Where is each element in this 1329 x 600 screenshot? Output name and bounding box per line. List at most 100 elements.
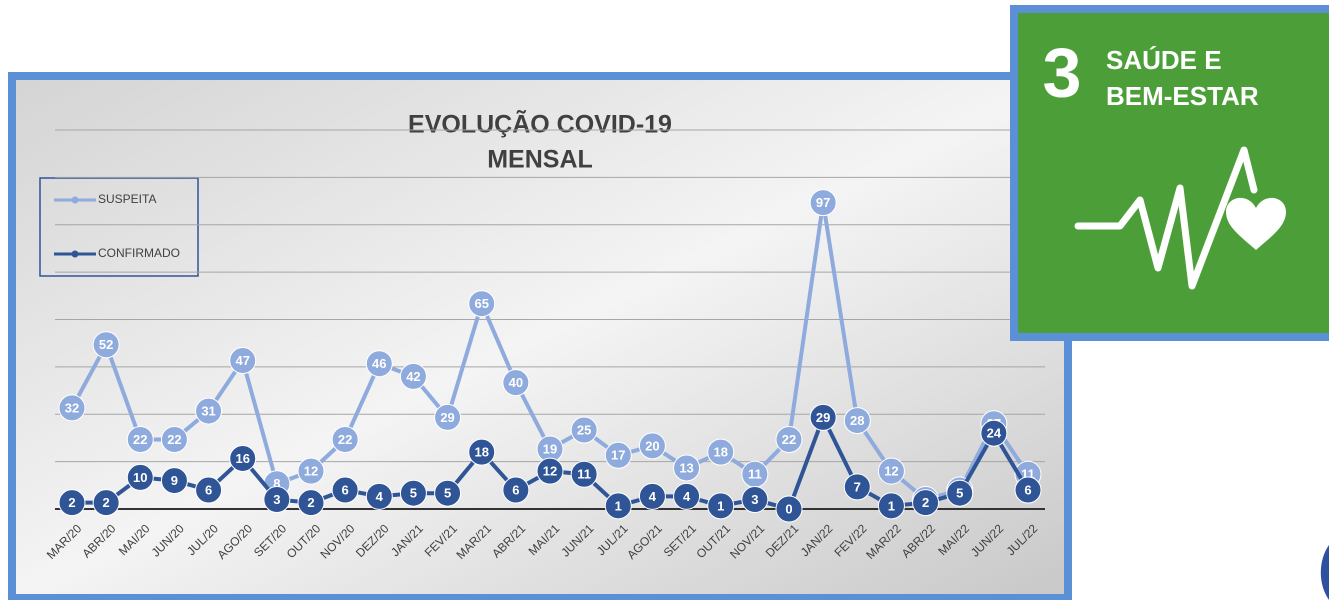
data-label: 29: [440, 410, 454, 425]
data-label: 46: [372, 356, 386, 371]
data-label: 9: [171, 473, 178, 488]
point: [434, 479, 462, 507]
point: [468, 290, 496, 318]
point: [229, 444, 257, 472]
data-label: 5: [410, 486, 417, 501]
legend: SUSPEITA CONFIRMADO: [54, 192, 180, 260]
point: [775, 426, 803, 454]
point: [877, 457, 905, 485]
data-label: 12: [543, 464, 557, 479]
data-label: 22: [782, 432, 796, 447]
data-label: 1: [717, 498, 724, 513]
data-label: 18: [474, 445, 488, 460]
point: [570, 460, 598, 488]
point: [126, 463, 154, 491]
data-label: 31: [201, 404, 215, 419]
data-label: 8: [273, 476, 280, 491]
data-label: 4: [683, 489, 691, 504]
point: [980, 419, 1008, 447]
point: [468, 438, 496, 466]
data-label: 40: [509, 375, 523, 390]
point: [502, 369, 530, 397]
point: [604, 441, 632, 469]
data-label: 2: [68, 495, 75, 510]
logo-fragment: [1320, 545, 1329, 600]
badge-number: 3: [1043, 33, 1082, 111]
point: [707, 492, 735, 520]
data-label: 1: [888, 498, 895, 513]
point: [58, 394, 86, 422]
point: [92, 331, 120, 359]
data-label: 6: [512, 482, 519, 497]
pulse-icon: [1074, 146, 1258, 290]
point: [536, 457, 564, 485]
data-label: 6: [205, 482, 212, 497]
point: [58, 489, 86, 517]
heart-icon: [1226, 197, 1286, 250]
legend-dot: [71, 250, 79, 258]
point: [502, 476, 530, 504]
point: [195, 397, 223, 425]
point: [809, 403, 837, 431]
point: [297, 489, 325, 517]
data-label: 11: [577, 467, 591, 482]
data-label: 24: [987, 426, 1002, 441]
badge-line: SAÚDE E: [1106, 45, 1222, 75]
data-label: 19: [543, 441, 557, 456]
data-label: 65: [474, 296, 488, 311]
data-label: 17: [611, 448, 625, 463]
chart-title: EVOLUÇÃO COVID-19: [408, 109, 672, 139]
point: [331, 426, 359, 454]
point: [434, 403, 462, 431]
point: [160, 426, 188, 454]
data-label: 42: [406, 369, 420, 384]
badge-box: [1010, 5, 1329, 341]
data-label: 10: [133, 470, 147, 485]
data-label: 5: [956, 486, 963, 501]
legend-label: SUSPEITA: [98, 192, 156, 206]
point: [741, 486, 769, 514]
data-label: 6: [342, 482, 349, 497]
point: [263, 486, 291, 514]
data-label: 2: [922, 495, 929, 510]
point: [126, 426, 154, 454]
legend-label: CONFIRMADO: [98, 246, 180, 260]
point: [570, 416, 598, 444]
point: [707, 438, 735, 466]
data-label: 2: [307, 495, 314, 510]
sdg-badge: 3 SAÚDE E BEM-ESTAR: [1010, 5, 1329, 341]
point: [365, 350, 393, 378]
badge-line: BEM-ESTAR: [1106, 81, 1259, 111]
data-label: 7: [854, 479, 861, 494]
data-label: 18: [713, 445, 727, 460]
data-label: 22: [167, 432, 181, 447]
data-label: 4: [376, 489, 384, 504]
point: [673, 482, 701, 510]
data-label: 0: [785, 501, 792, 516]
point: [912, 489, 940, 517]
data-label: 28: [850, 413, 864, 428]
data-label: 52: [99, 337, 113, 352]
data-label: 5: [444, 486, 451, 501]
data-label: 25: [577, 422, 591, 437]
point: [195, 476, 223, 504]
point: [638, 482, 666, 510]
point: [877, 492, 905, 520]
data-label: 16: [235, 451, 249, 466]
data-label: 12: [304, 464, 318, 479]
legend-dot: [71, 196, 79, 204]
point: [297, 457, 325, 485]
legend-box: [39, 177, 199, 277]
chart-subtitle: MENSAL: [487, 146, 593, 174]
point: [229, 347, 257, 375]
data-label: 3: [273, 492, 280, 507]
point: [946, 479, 974, 507]
point: [843, 473, 871, 501]
data-label: 22: [338, 432, 352, 447]
data-label: 13: [679, 460, 693, 475]
point: [638, 432, 666, 460]
data-label: 22: [133, 432, 147, 447]
data-label: 1: [615, 498, 622, 513]
data-label: 47: [235, 353, 249, 368]
